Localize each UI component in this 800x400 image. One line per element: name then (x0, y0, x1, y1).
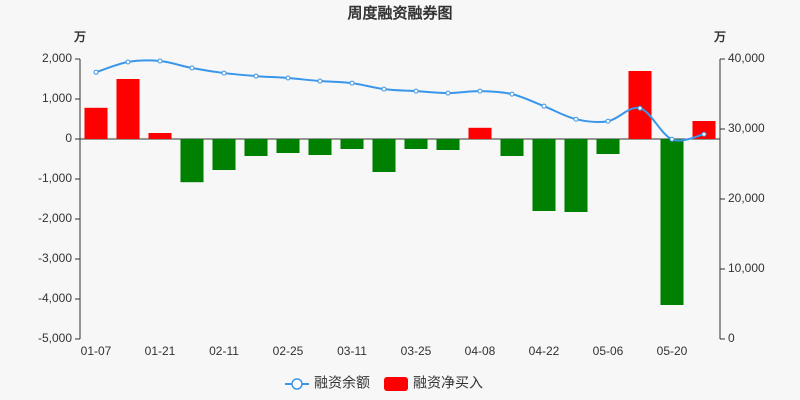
legend-label: 融资余额 (314, 375, 370, 391)
x-tick-label: 02-11 (209, 344, 239, 358)
bar (276, 139, 300, 153)
y2-tick-label: 0 (728, 331, 735, 345)
x-tick-label: 01-07 (81, 344, 112, 358)
line-point (637, 105, 643, 111)
bar (596, 139, 620, 154)
bar (84, 107, 108, 139)
y-tick-label: -2,000 (38, 211, 72, 225)
chart-title: 周度融资融券图 (347, 4, 452, 22)
bar (404, 139, 428, 149)
bar (564, 139, 588, 212)
line (95, 59, 705, 142)
line-point (701, 131, 707, 137)
bar (692, 121, 716, 139)
bar (628, 71, 652, 139)
line-point (413, 88, 419, 94)
line-point (349, 80, 355, 86)
legend-label: 融资净买入 (413, 375, 483, 391)
x-tick-label: 04-08 (465, 344, 496, 358)
y-tick-label: 0 (65, 131, 72, 145)
y-tick-label: -4,000 (38, 291, 72, 305)
bar (116, 79, 140, 139)
bar (148, 133, 172, 139)
line-point (125, 59, 131, 65)
y2-tick-label: 20,000 (728, 191, 765, 205)
line-point (285, 75, 291, 81)
line-point (221, 70, 227, 76)
x-tick-label: 02-25 (273, 344, 304, 358)
line-point (317, 78, 323, 84)
x-tick-label: 01-21 (145, 344, 176, 358)
x-tick-label: 03-11 (337, 344, 367, 358)
y2-tick-label: 40,000 (728, 51, 765, 65)
y-tick-label: 2,000 (42, 51, 72, 65)
x-tick-label: 03-25 (401, 344, 432, 358)
bar (436, 139, 460, 150)
line-point (189, 65, 195, 71)
legend-swatch (384, 377, 408, 391)
bar (212, 139, 236, 170)
line-point (509, 91, 515, 97)
y-tick-label: 1,000 (42, 91, 72, 105)
bar (308, 139, 332, 155)
line-point (157, 58, 163, 64)
x-tick-label: 04-22 (529, 344, 560, 358)
y-tick-label: -5,000 (38, 331, 72, 345)
x-tick-label: 05-20 (657, 344, 688, 358)
bar (468, 127, 492, 139)
line-point (573, 116, 579, 122)
line-point (381, 86, 387, 92)
y-tick-label: -1,000 (38, 171, 72, 185)
x-tick-label: 05-06 (593, 344, 624, 358)
line-point (669, 136, 675, 142)
y-unit: 万 (73, 30, 86, 44)
line-point (253, 73, 259, 79)
bar (180, 139, 204, 183)
y2-unit: 万 (713, 30, 726, 44)
line-point (541, 103, 547, 109)
line-point (477, 88, 483, 94)
y-tick-label: -3,000 (38, 251, 72, 265)
line-point (605, 118, 611, 124)
bar (372, 139, 396, 172)
line-point (93, 69, 99, 75)
bar (500, 139, 524, 156)
line-point (445, 90, 451, 96)
bar (340, 139, 364, 149)
bar (532, 139, 556, 211)
legend-swatch (291, 378, 303, 390)
y2-tick-label: 30,000 (728, 121, 765, 135)
y2-tick-label: 10,000 (728, 261, 765, 275)
bar (660, 139, 684, 305)
bar (244, 139, 268, 156)
